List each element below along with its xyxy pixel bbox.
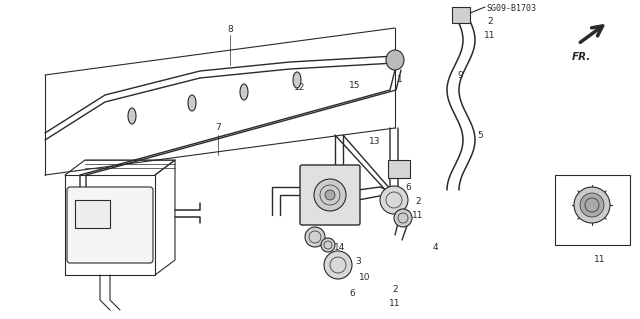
Text: 14: 14: [334, 243, 346, 253]
FancyBboxPatch shape: [300, 165, 360, 225]
Text: 11: 11: [412, 211, 424, 219]
Text: 2: 2: [487, 18, 493, 26]
Bar: [388, 160, 410, 178]
Text: 15: 15: [349, 80, 361, 90]
Text: 11: 11: [484, 31, 496, 40]
Ellipse shape: [240, 84, 248, 100]
Text: 10: 10: [359, 273, 371, 283]
Text: FR.: FR.: [572, 52, 591, 62]
Text: 6: 6: [349, 288, 355, 298]
Text: 13: 13: [369, 137, 381, 146]
Circle shape: [324, 251, 352, 279]
Ellipse shape: [386, 50, 404, 70]
Text: 12: 12: [294, 83, 306, 92]
Circle shape: [321, 238, 335, 252]
Text: SG09-B1703: SG09-B1703: [486, 4, 536, 13]
Text: 5: 5: [477, 130, 483, 139]
Circle shape: [305, 227, 325, 247]
Text: 2: 2: [415, 197, 421, 206]
Text: 9: 9: [457, 70, 463, 79]
Ellipse shape: [293, 72, 301, 88]
Bar: [75, 200, 110, 228]
Circle shape: [574, 187, 610, 223]
Circle shape: [580, 193, 604, 217]
Circle shape: [325, 190, 335, 200]
Text: 1: 1: [397, 76, 403, 85]
Text: 8: 8: [227, 26, 233, 34]
Text: 11: 11: [389, 299, 401, 308]
Ellipse shape: [128, 108, 136, 124]
Text: 6: 6: [405, 183, 411, 192]
Bar: [555, 175, 630, 245]
Circle shape: [394, 209, 412, 227]
Text: 11: 11: [595, 256, 605, 264]
Text: 4: 4: [432, 243, 438, 253]
Circle shape: [380, 186, 408, 214]
Text: 7: 7: [215, 123, 221, 132]
Ellipse shape: [188, 95, 196, 111]
Bar: [452, 7, 470, 23]
Text: 2: 2: [392, 286, 398, 294]
Circle shape: [314, 179, 346, 211]
Text: 3: 3: [355, 257, 361, 266]
FancyBboxPatch shape: [67, 187, 153, 263]
